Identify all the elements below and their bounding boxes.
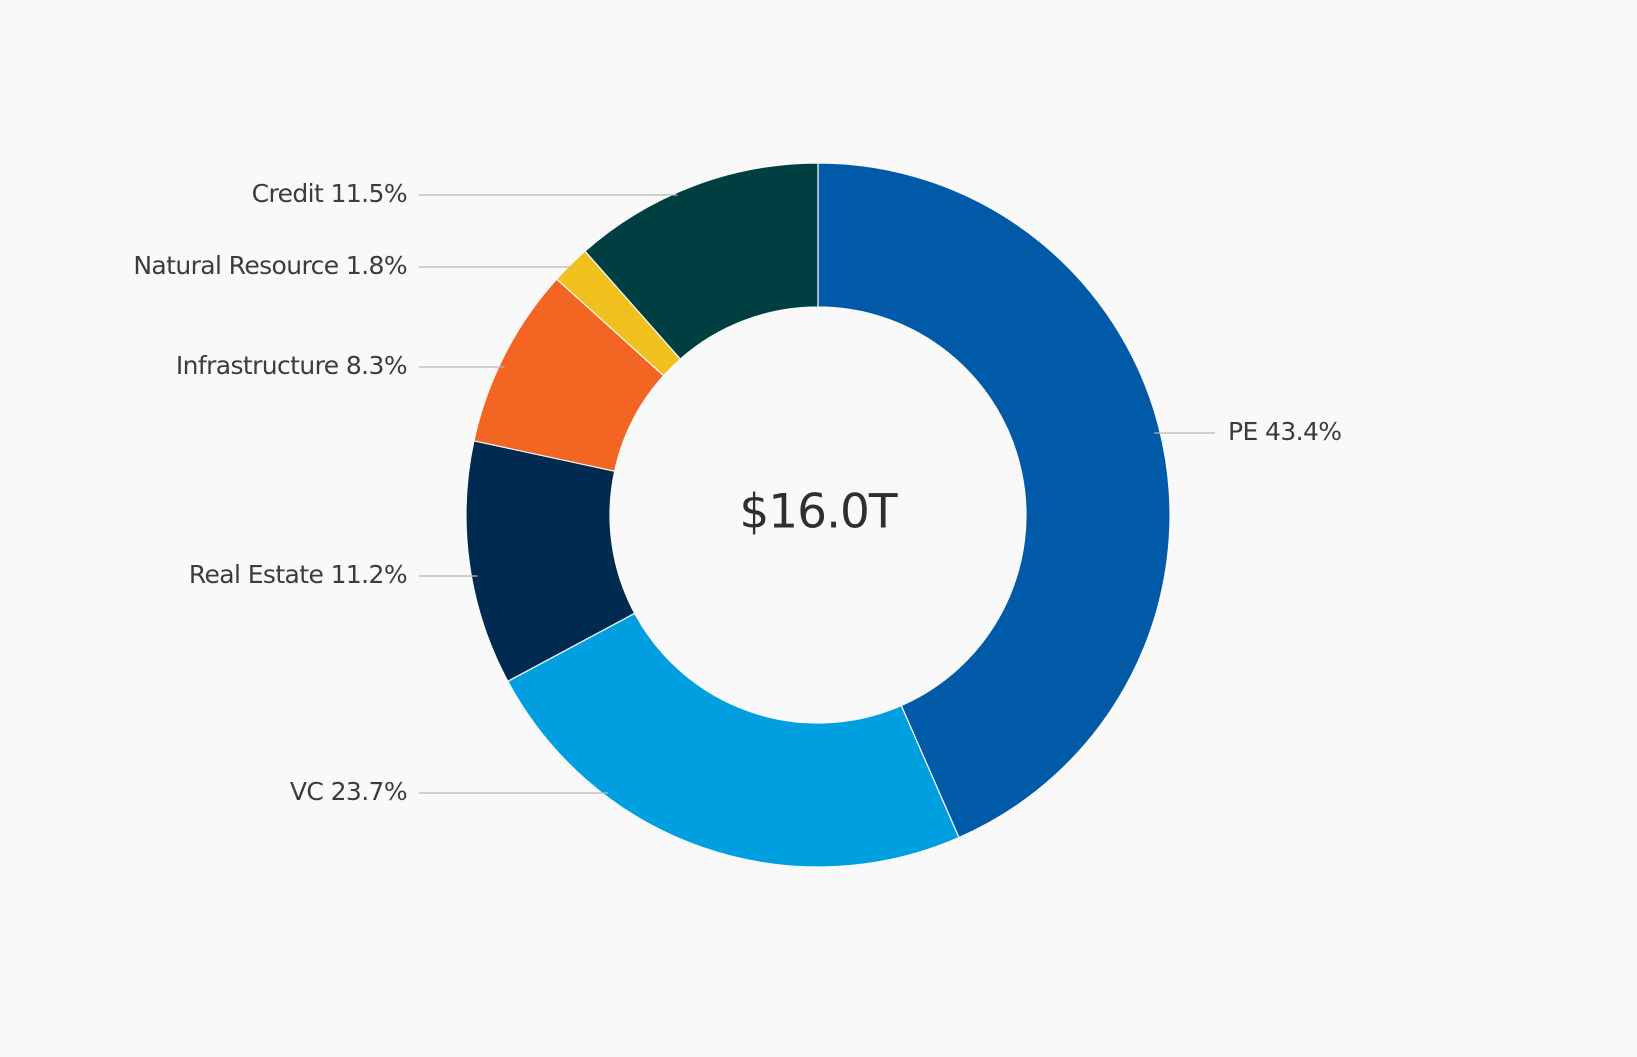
leader-lines: [419, 194, 1215, 794]
slice-labels: PE 43.4% VC 23.7% Real Estate 11.2% Infrast…: [133, 179, 1342, 806]
label-infrastructure: Infrastructure 8.3%: [176, 351, 407, 380]
center-total-label: $16.0T: [739, 485, 898, 540]
donut-slices: [465, 162, 1171, 868]
slice-vc: [506, 612, 960, 868]
slice-credit: [584, 162, 819, 360]
slice-pe: [817, 162, 1171, 839]
label-vc: VC 23.7%: [290, 777, 407, 806]
label-natural-resource: Natural Resource 1.8%: [133, 251, 407, 280]
label-pe: PE 43.4%: [1228, 417, 1341, 446]
label-credit: Credit 11.5%: [252, 179, 407, 208]
label-real-estate: Real Estate 11.2%: [189, 560, 407, 589]
